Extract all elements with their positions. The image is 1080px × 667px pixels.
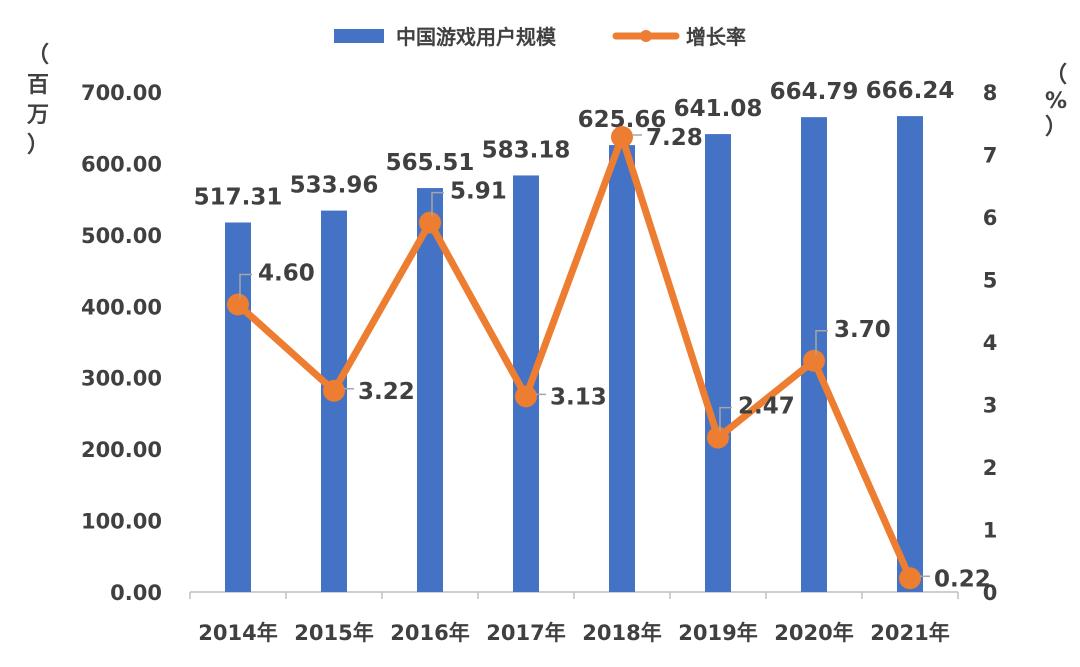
left-axis-title-char: 百 bbox=[27, 73, 49, 98]
left-axis-tick-label: 500.00 bbox=[81, 224, 162, 248]
bar-value-label: 517.31 bbox=[194, 184, 283, 210]
line-value-label: 7.28 bbox=[646, 125, 703, 151]
bar bbox=[609, 145, 635, 592]
bar-value-label: 565.51 bbox=[386, 150, 475, 176]
right-axis-tick-label: 4 bbox=[983, 331, 998, 355]
right-axis-title-char: （ bbox=[1045, 63, 1067, 88]
right-axis-tick-label: 1 bbox=[983, 519, 998, 543]
legend: 中国游戏用户规模 增长率 bbox=[334, 25, 746, 49]
line-point bbox=[611, 126, 633, 148]
line-value-labels: 4.60 3.22 5.91 3.13 7.28 2.47 3.70 0.22 bbox=[239, 125, 991, 592]
left-axis-tick-label: 0.00 bbox=[110, 581, 162, 605]
left-axis-tick-label: 400.00 bbox=[81, 295, 162, 319]
left-axis-tick-label: 100.00 bbox=[81, 510, 162, 534]
legend-line-label: 增长率 bbox=[686, 25, 746, 49]
x-axis-tick-label: 2015年 bbox=[294, 621, 373, 645]
bar bbox=[897, 116, 923, 592]
left-axis-tick-label: 300.00 bbox=[81, 367, 162, 391]
right-axis-tick-label: 3 bbox=[983, 394, 998, 418]
bar-value-label: 583.18 bbox=[482, 137, 571, 163]
line-value-label: 3.13 bbox=[550, 384, 607, 410]
right-axis-title-char: ） bbox=[1045, 115, 1067, 140]
legend-line-marker bbox=[640, 30, 652, 42]
line-point bbox=[515, 385, 537, 408]
line-value-label: 3.22 bbox=[358, 379, 415, 405]
bar-value-label: 664.79 bbox=[770, 79, 859, 105]
bar bbox=[225, 222, 251, 592]
x-axis-tick-label: 2020年 bbox=[774, 621, 853, 645]
right-axis: 0 1 2 3 4 5 6 7 8 （%） bbox=[983, 63, 1067, 605]
right-axis-tick-label: 0 bbox=[983, 581, 998, 605]
line-label-leader bbox=[719, 406, 732, 432]
x-axis-tick-label: 2014年 bbox=[198, 621, 277, 645]
line-label-leader bbox=[239, 273, 252, 299]
right-axis-title-char: % bbox=[1045, 89, 1067, 114]
bar bbox=[705, 134, 731, 593]
left-axis: 0.00 100.00 200.00 300.00 400.00 500.00 600.00… bbox=[26, 43, 162, 605]
line-value-label: 0.22 bbox=[934, 566, 991, 592]
x-axis-tick-label: 2018年 bbox=[582, 621, 661, 645]
line-point bbox=[419, 211, 441, 234]
left-axis-tick-label: 600.00 bbox=[81, 152, 162, 176]
legend-bar-swatch bbox=[334, 29, 384, 43]
legend-bar-label: 中国游戏用户规模 bbox=[396, 25, 557, 49]
right-axis-tick-label: 2 bbox=[983, 456, 998, 480]
line-series bbox=[227, 126, 921, 590]
x-axis-tick-label: 2021年 bbox=[870, 621, 949, 645]
bar-value-label: 666.24 bbox=[866, 78, 955, 104]
line-label-leader bbox=[431, 191, 444, 217]
left-axis-title-char: 万 bbox=[26, 103, 49, 128]
left-axis-tick-label: 700.00 bbox=[81, 81, 162, 105]
x-axis-tick-label: 2016年 bbox=[390, 621, 469, 645]
bar-value-label: 641.08 bbox=[674, 96, 763, 122]
growth-line bbox=[234, 133, 914, 582]
line-value-label: 4.60 bbox=[258, 261, 315, 287]
right-axis-tick-label: 7 bbox=[983, 144, 998, 168]
right-axis-tick-label: 5 bbox=[983, 269, 998, 293]
right-axis-tick-label: 8 bbox=[983, 81, 998, 105]
x-axis: 2014年 2015年 2016年 2017年 2018年 2019年 2020年 2021年 bbox=[189, 591, 959, 645]
right-axis-tick-label: 6 bbox=[983, 206, 998, 230]
line-point bbox=[227, 293, 249, 316]
x-axis-tick-label: 2017年 bbox=[486, 621, 565, 645]
line-point bbox=[803, 349, 825, 372]
left-axis-tick-label: 200.00 bbox=[81, 438, 162, 462]
bar-series bbox=[225, 116, 923, 593]
line-value-label: 2.47 bbox=[738, 394, 795, 420]
line-value-label: 3.70 bbox=[834, 317, 891, 343]
line-point bbox=[707, 426, 729, 449]
line-point bbox=[899, 567, 921, 590]
bar bbox=[417, 188, 443, 593]
x-axis-tick-label: 2019年 bbox=[678, 621, 757, 645]
left-axis-title-char: （ bbox=[27, 43, 49, 68]
line-value-label: 5.91 bbox=[450, 179, 507, 205]
line-point bbox=[323, 379, 345, 402]
bar-value-label: 533.96 bbox=[290, 173, 379, 199]
line-label-leader bbox=[815, 330, 828, 355]
left-axis-title-char: ） bbox=[27, 133, 49, 158]
